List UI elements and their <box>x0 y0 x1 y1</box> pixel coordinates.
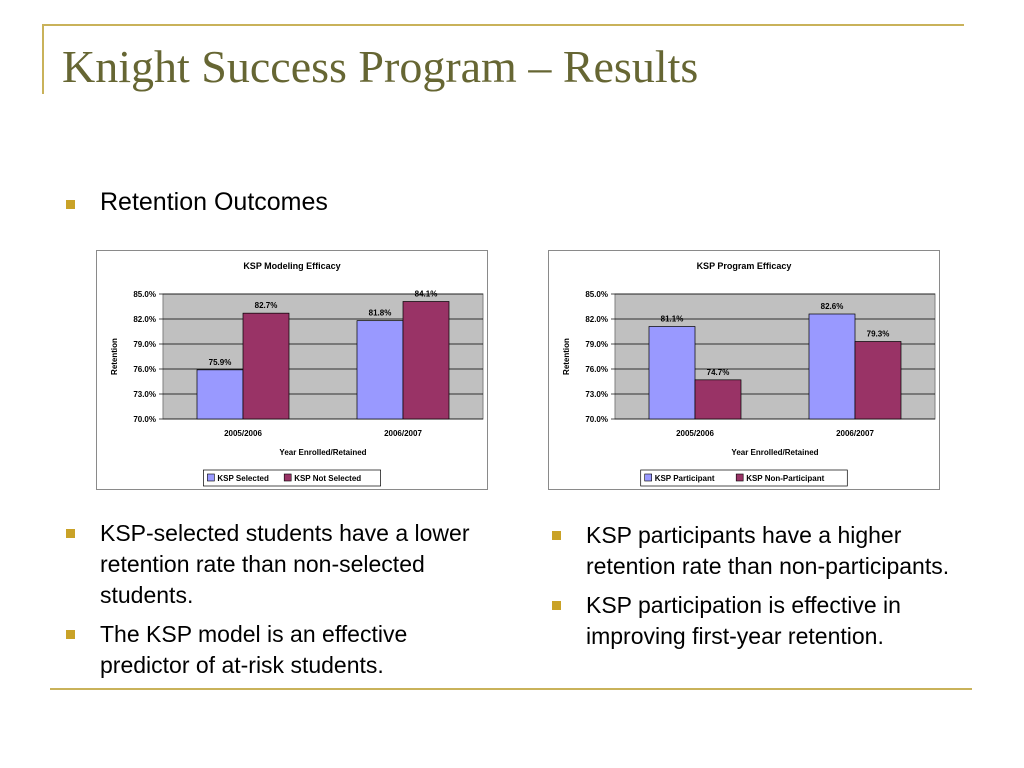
legend: KSP Selected KSP Not Selected <box>203 469 381 487</box>
chart-program-efficacy-svg: KSP Program Efficacy 70.0% 73.0% 76.0% 79.0%… <box>562 261 936 487</box>
legend-box <box>640 469 848 487</box>
x-tick-label: 2006/2007 <box>384 429 422 438</box>
right-bullet-list: KSP participants have a higher retention… <box>548 520 978 660</box>
y-tick-label: 70.0% <box>133 415 156 424</box>
y-tick-label: 73.0% <box>133 390 156 399</box>
y-axis-label: Retention <box>110 338 119 375</box>
list-item: The KSP model is an effective predictor … <box>62 619 482 681</box>
y-tick-label: 85.0% <box>585 290 608 299</box>
chart-modeling-efficacy-svg: KSP Modeling Efficacy 70.0% 73.0% 76.0% 79.0… <box>110 261 484 487</box>
legend-swatch <box>207 473 215 482</box>
data-label: 81.8% <box>369 309 392 318</box>
square-bullet-icon <box>66 200 75 209</box>
left-bullet-list: KSP-selected students have a lower reten… <box>62 518 482 689</box>
y-tick-label: 82.0% <box>585 315 608 324</box>
data-label: 81.1% <box>661 315 684 324</box>
legend-label: KSP Not Selected <box>294 474 361 483</box>
chart-title: KSP Modeling Efficacy <box>243 261 340 271</box>
x-axis-label: Year Enrolled/Retained <box>731 448 818 457</box>
legend-label: KSP Selected <box>217 474 269 483</box>
x-tick-label: 2005/2006 <box>676 429 714 438</box>
bar-ksp-selected-2005-2006 <box>196 369 244 420</box>
list-item: KSP participation is effective in improv… <box>548 590 978 652</box>
chart-program-efficacy: KSP Program Efficacy 70.0% 73.0% 76.0% 79.0%… <box>548 250 940 490</box>
y-tick-label: 76.0% <box>133 365 156 374</box>
square-bullet-icon <box>552 531 561 540</box>
y-tick-label: 79.0% <box>585 340 608 349</box>
bar-ksp-not-selected-2006-2007 <box>402 301 450 420</box>
bullet-text: KSP-selected students have a lower reten… <box>100 520 470 608</box>
slide-frame-top-line <box>42 24 964 26</box>
y-tick-label: 70.0% <box>585 415 608 424</box>
bar-ksp-not-selected-2005-2006 <box>242 312 290 420</box>
y-axis-label: Retention <box>562 338 571 375</box>
y-tick-label: 85.0% <box>133 290 156 299</box>
square-bullet-icon <box>66 630 75 639</box>
bullet-text: KSP participation is effective in improv… <box>586 592 901 649</box>
square-bullet-icon <box>552 601 561 610</box>
square-bullet-icon <box>66 529 75 538</box>
chart-modeling-efficacy: KSP Modeling Efficacy 70.0% 73.0% 76.0% 79.0… <box>96 250 488 490</box>
bullet-text: The KSP model is an effective predictor … <box>100 621 408 678</box>
x-axis-label: Year Enrolled/Retained <box>279 448 366 457</box>
legend-swatch <box>283 473 292 482</box>
legend-label: KSP Non-Participant <box>746 474 824 483</box>
list-item: KSP participants have a higher retention… <box>548 520 978 582</box>
data-label: 84.1% <box>415 290 438 299</box>
data-label: 82.6% <box>821 302 844 311</box>
legend-label: KSP Participant <box>655 474 715 483</box>
x-tick-label: 2006/2007 <box>836 429 874 438</box>
bar-ksp-non-participant-2005-2006 <box>694 379 742 420</box>
bullet-text: KSP participants have a higher retention… <box>586 522 950 579</box>
bar-ksp-participant-2005-2006 <box>648 326 696 420</box>
y-tick-label: 73.0% <box>585 390 608 399</box>
bar-ksp-participant-2006-2007 <box>808 313 856 420</box>
y-tick-label: 76.0% <box>585 365 608 374</box>
data-label: 82.7% <box>255 301 278 310</box>
section-subheading: Retention Outcomes <box>100 188 328 216</box>
slide-frame-left-line <box>42 24 44 94</box>
slide-title: Knight Success Program – Results <box>62 41 699 92</box>
bar-ksp-selected-2006-2007 <box>356 320 404 420</box>
legend-swatch <box>735 473 744 482</box>
legend-swatch <box>644 473 652 482</box>
list-item: KSP-selected students have a lower reten… <box>62 518 482 611</box>
y-tick-label: 79.0% <box>133 340 156 349</box>
slide-frame-bottom-line <box>50 688 972 690</box>
data-label: 79.3% <box>867 330 890 339</box>
x-tick-label: 2005/2006 <box>224 429 262 438</box>
chart-title: KSP Program Efficacy <box>697 261 792 271</box>
legend-box <box>203 469 381 487</box>
data-label: 74.7% <box>707 368 730 377</box>
y-tick-label: 82.0% <box>133 315 156 324</box>
legend: KSP Participant KSP Non-Participant <box>640 469 848 487</box>
data-label: 75.9% <box>209 358 232 367</box>
bar-ksp-non-participant-2006-2007 <box>854 341 902 420</box>
